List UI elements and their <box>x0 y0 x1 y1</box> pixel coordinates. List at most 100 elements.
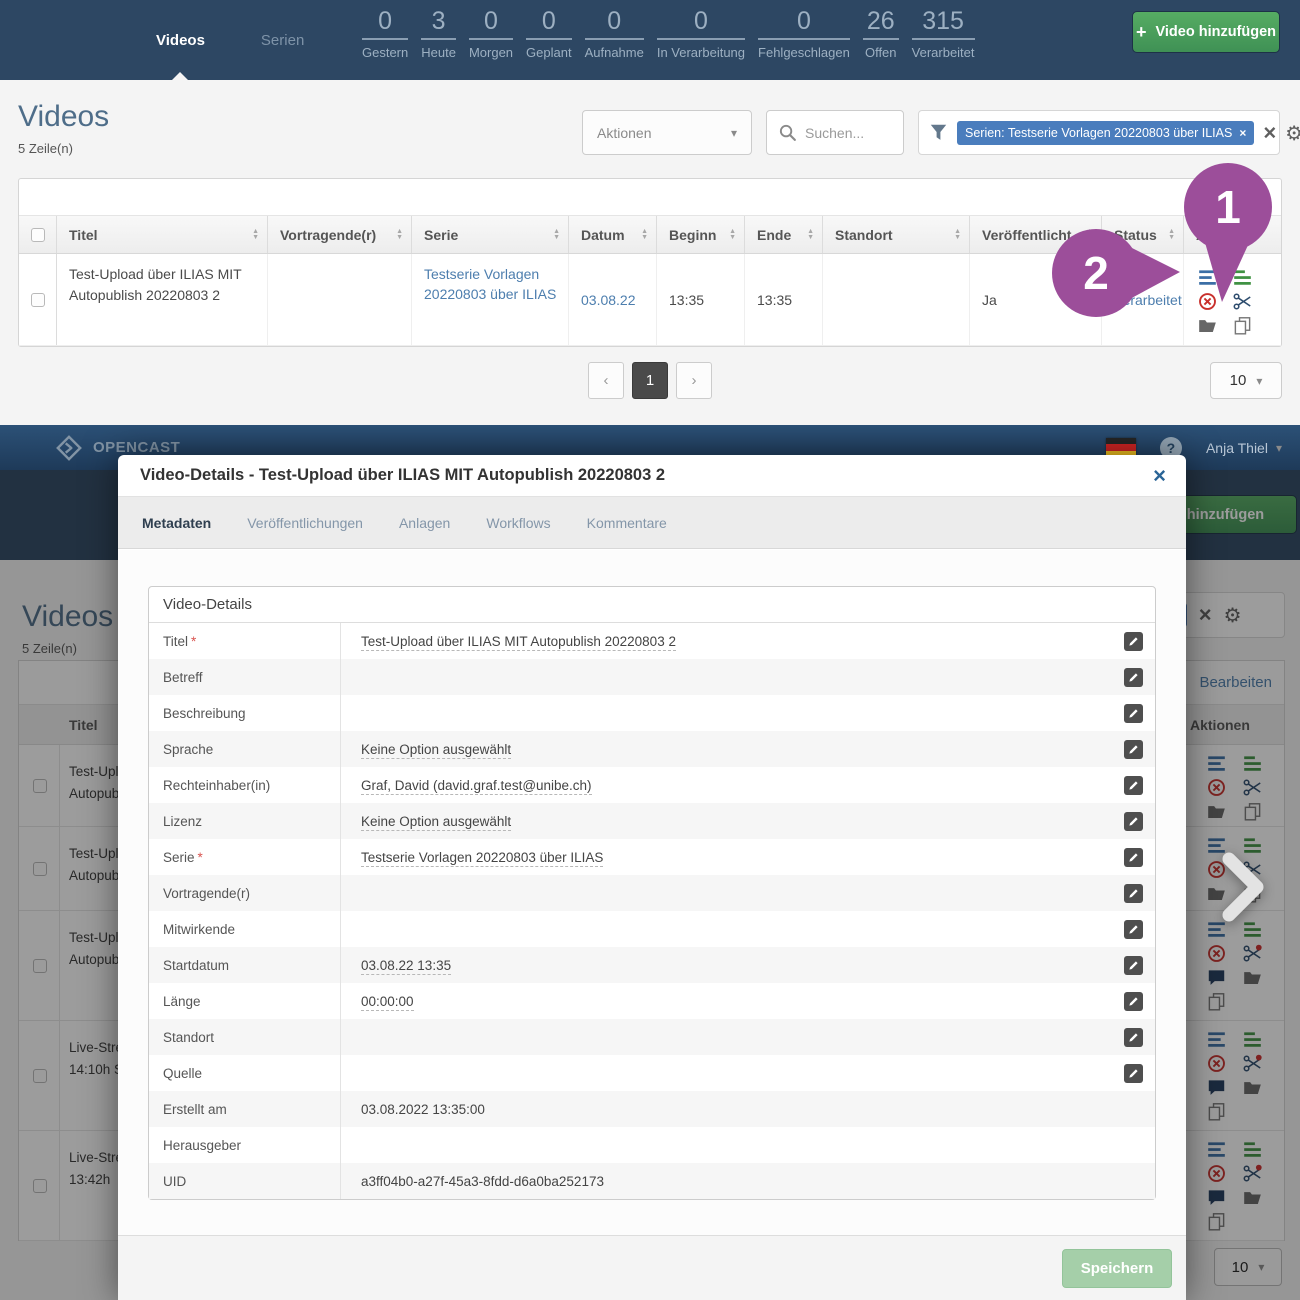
comment-icon <box>1207 1188 1226 1207</box>
field-value: a3ff04b0-a27f-45a3-8fdd-d6a0ba252173 <box>361 1173 604 1189</box>
column-header[interactable]: Vortragende(r) ▲ ▼ <box>268 216 412 253</box>
divider <box>59 705 60 1240</box>
gear-icon[interactable]: ⚙ <box>1285 120 1300 145</box>
row-checkbox[interactable] <box>30 292 45 307</box>
sort-arrows[interactable]: ▲ ▼ <box>1168 227 1175 241</box>
edit-pencil-icon[interactable] <box>1124 847 1143 867</box>
next-page-button[interactable]: › <box>676 362 712 399</box>
modal-title: Video-Details - Test-Upload über ILIAS M… <box>140 466 666 484</box>
german-flag-icon[interactable] <box>1105 438 1136 457</box>
status-counter[interactable]: 315 Verarbeitet <box>911 7 975 60</box>
nav-tab[interactable]: Serien <box>233 0 332 80</box>
edit-pencil-icon[interactable] <box>1124 631 1143 651</box>
edit-pencil-icon[interactable] <box>1124 1063 1143 1083</box>
edit-pencil-icon[interactable] <box>1124 955 1143 975</box>
details-icon <box>1207 920 1226 939</box>
counter-label: In Verarbeitung <box>656 45 746 60</box>
help-icon[interactable]: ? <box>1159 436 1182 459</box>
delete-icon[interactable] <box>1198 292 1217 311</box>
sort-arrows[interactable]: ▲ ▼ <box>729 228 736 241</box>
bg-page-title: Videos <box>22 600 114 633</box>
sort-arrows[interactable]: ▲ ▼ <box>553 228 560 241</box>
counter-value: 3 <box>421 7 456 40</box>
status-counter[interactable]: 3 Heute <box>421 7 456 60</box>
funnel-icon[interactable] <box>929 123 948 142</box>
chip-close-icon[interactable]: × <box>1239 125 1247 140</box>
sort-arrows[interactable]: ▲ ▼ <box>954 228 961 241</box>
folder-icon[interactable] <box>1198 316 1217 335</box>
search-box[interactable] <box>766 110 904 155</box>
bg-row-title-line2: Autopub <box>69 786 120 801</box>
status-counter[interactable]: 0 Fehlgeschlagen <box>758 7 850 60</box>
user-menu[interactable]: Anja Thiel ▾ <box>1206 440 1282 456</box>
copy-icon[interactable] <box>1233 316 1252 335</box>
edit-pencil-icon[interactable] <box>1124 703 1143 723</box>
select-all-checkbox[interactable] <box>30 227 45 242</box>
clear-filters-icon[interactable]: × <box>1263 119 1277 145</box>
status-counter[interactable]: 0 Morgen <box>468 7 514 60</box>
next-event-arrow[interactable] <box>1220 851 1268 928</box>
status-counter[interactable]: 26 Offen <box>862 7 899 60</box>
nav-tab[interactable]: Videos <box>128 0 233 80</box>
modal-tab[interactable]: Metadaten <box>142 515 211 556</box>
modal-tab[interactable]: Anlagen <box>399 515 450 531</box>
edit-pencil-icon[interactable] <box>1124 919 1143 939</box>
save-button[interactable]: Speichern <box>1062 1249 1172 1288</box>
counter-label: Heute <box>421 45 456 60</box>
counter-label: Fehlgeschlagen <box>758 45 850 60</box>
sort-up-icon: ▲ <box>1168 227 1175 235</box>
current-page-button[interactable]: 1 <box>632 362 668 399</box>
cut-icon[interactable] <box>1233 292 1252 311</box>
required-asterisk: * <box>191 633 197 649</box>
column-header[interactable]: Titel ▲ ▼ <box>57 216 268 253</box>
series-link[interactable]: Testserie Vorlagen 20220803 über ILIAS <box>424 266 557 302</box>
column-header-label: Beginn <box>669 226 717 243</box>
edit-pencil-icon[interactable] <box>1124 883 1143 903</box>
modal-tab[interactable]: Workflows <box>486 515 550 531</box>
bg-row-title: Live-Stre 13:42h <box>69 1147 123 1191</box>
sort-arrows[interactable]: ▲ ▼ <box>807 228 814 241</box>
prev-page-button[interactable]: ‹ <box>588 362 624 399</box>
column-header[interactable]: Veröffentlicht ▲ ▼ <box>970 216 1102 253</box>
filter-chip[interactable]: Serien: Testserie Vorlagen 20220803 über… <box>957 120 1255 145</box>
folder-icon <box>1243 968 1262 987</box>
edit-pencil-icon[interactable] <box>1124 811 1143 831</box>
column-header[interactable]: Datum ▲ ▼ <box>569 216 657 253</box>
status-counter[interactable]: 0 Geplant <box>526 7 572 60</box>
per-page-select[interactable]: 10 ▾ <box>1210 362 1282 399</box>
modal-tab[interactable]: Veröffentlichungen <box>247 515 363 531</box>
per-page-value: 10 <box>1229 372 1247 389</box>
sort-arrows[interactable]: ▲ ▼ <box>641 228 648 241</box>
edit-pencil-icon[interactable] <box>1124 991 1143 1011</box>
bg-row-title-line1: Live-Stre <box>69 1040 124 1055</box>
metadata-field-row: Betreff <box>149 659 1155 695</box>
add-video-label: Video hinzufügen <box>1155 24 1277 40</box>
details-icon[interactable] <box>1198 268 1217 287</box>
status-counter[interactable]: 0 In Verarbeitung <box>656 7 746 60</box>
field-value: Testserie Vorlagen 20220803 über ILIAS <box>361 849 604 867</box>
sort-arrows[interactable]: ▲ ▼ <box>252 228 259 241</box>
column-header[interactable]: Beginn ▲ ▼ <box>657 216 745 253</box>
modal-tab[interactable]: Kommentare <box>587 515 667 531</box>
edit-pencil-icon[interactable] <box>1124 667 1143 687</box>
add-video-button[interactable]: + Video hinzufügen <box>1132 11 1280 53</box>
field-label-text: Vortragende(r) <box>163 885 251 901</box>
edit-pencil-icon[interactable] <box>1124 739 1143 759</box>
search-input[interactable] <box>805 124 891 141</box>
actions-dropdown[interactable]: Aktionen ▾ <box>582 110 752 155</box>
column-header[interactable]: Ende ▲ ▼ <box>745 216 823 253</box>
column-header[interactable]: Aktionen ▲ ▼ <box>1184 216 1281 253</box>
close-icon[interactable]: × <box>1153 462 1166 488</box>
column-header[interactable]: Serie ▲ ▼ <box>412 216 569 253</box>
bg-row-title: Test-Upl Autopub <box>69 843 119 887</box>
status-counter[interactable]: 0 Aufnahme <box>584 7 644 60</box>
status-counter[interactable]: 0 Gestern <box>362 7 409 60</box>
sort-arrows[interactable]: ▲ ▼ <box>396 228 403 241</box>
header-right-group: ? Anja Thiel ▾ <box>1105 425 1282 470</box>
edit-pencil-icon[interactable] <box>1124 1027 1143 1047</box>
column-header[interactable]: Status ▲ ▼ <box>1102 216 1184 253</box>
edit-pencil-icon[interactable] <box>1124 775 1143 795</box>
sort-arrows[interactable]: ▲ ▼ <box>1086 228 1093 241</box>
column-header[interactable]: Standort ▲ ▼ <box>823 216 970 253</box>
series-icon[interactable] <box>1233 268 1252 287</box>
